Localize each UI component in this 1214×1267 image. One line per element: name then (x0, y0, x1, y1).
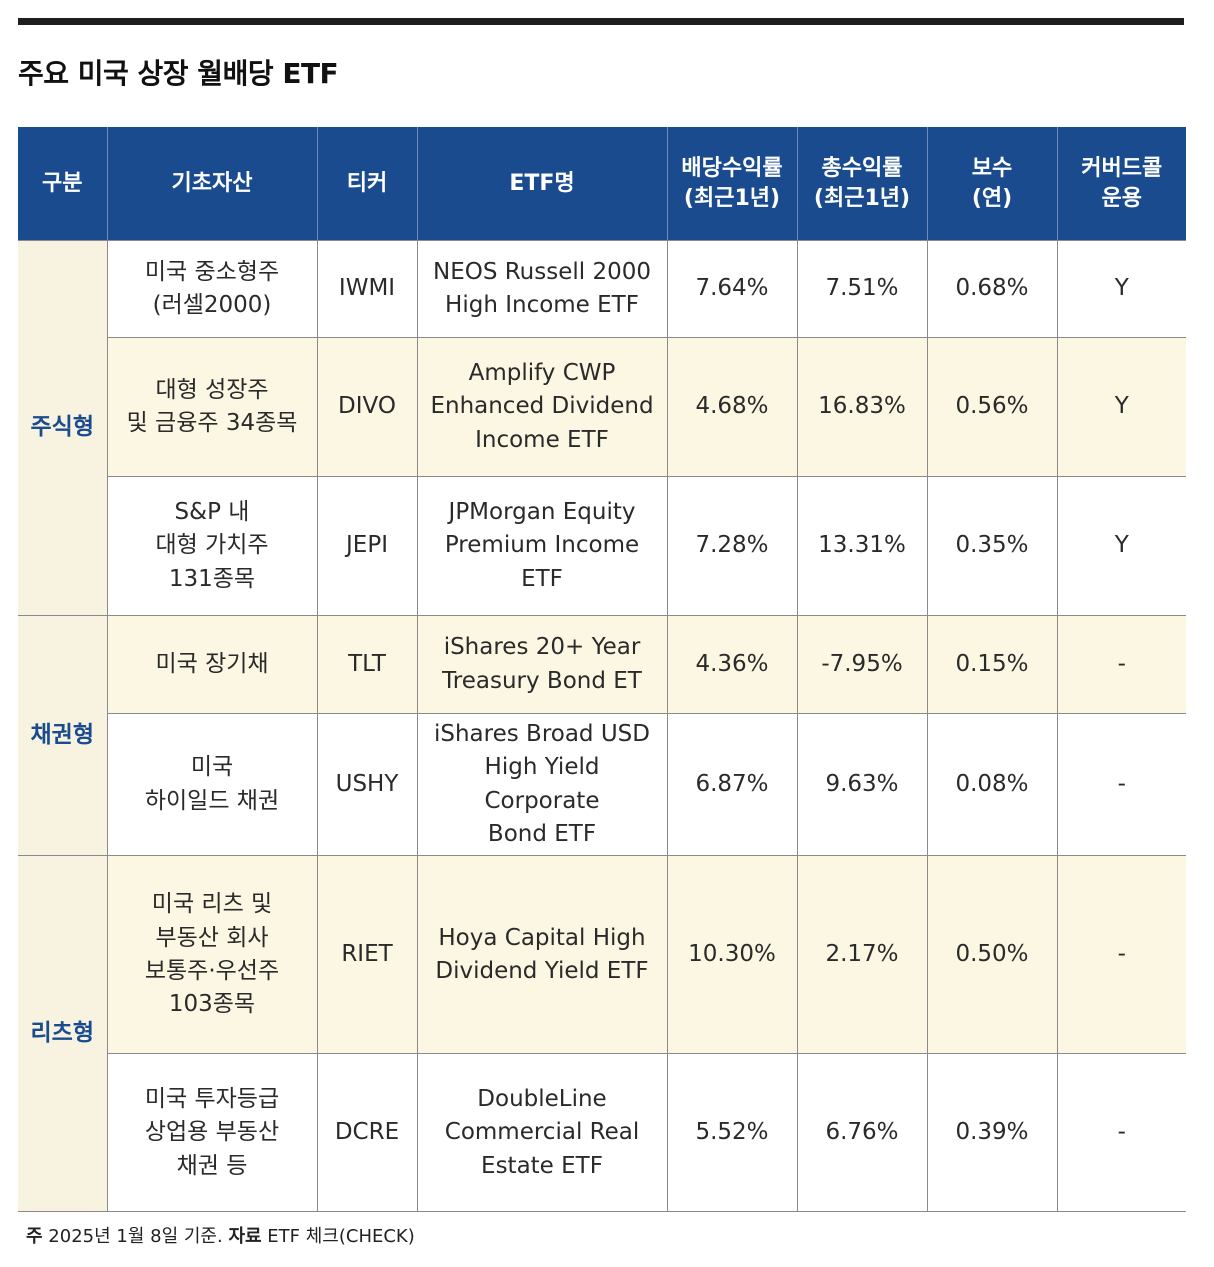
header-covered-call: 커버드콜 운용 (1056, 127, 1186, 241)
cell-ticker: IWMI (316, 240, 418, 338)
footnote-note-label: 주 (26, 1226, 43, 1247)
cell-total-return: 2.17% (796, 855, 928, 1055)
cell-asset: 대형 성장주 및 금융주 34종목 (106, 337, 318, 477)
cell-ticker: RIET (316, 855, 418, 1055)
table-row: 미국 하이일드 채권 USHY iShares Broad USD High Y… (18, 712, 1186, 857)
header-total-return: 총수익률 (최근1년) (796, 127, 927, 241)
cell-covered-call: Y (1056, 476, 1186, 616)
cell-fee: 0.15% (926, 615, 1058, 714)
cell-fee: 0.39% (926, 1053, 1058, 1213)
cell-dividend-yield: 6.87% (666, 712, 798, 857)
cell-asset: 미국 중소형주 (러셀2000) (106, 240, 318, 338)
cell-total-return: 7.51% (796, 240, 928, 338)
table-row: 채권형 미국 장기채 TLT iShares 20+ Year Treasury… (18, 614, 1186, 857)
footnote: 주 2025년 1월 8일 기준. 자료 ETF 체크(CHECK) (26, 1222, 415, 1248)
cell-fee: 0.50% (926, 855, 1058, 1055)
cell-dividend-yield: 7.28% (666, 476, 798, 616)
page-title: 주요 미국 상장 월배당 ETF (18, 57, 339, 90)
top-rule (18, 18, 1184, 25)
group-label-equity: 주식형 (18, 240, 108, 616)
cell-ticker: TLT (316, 615, 418, 714)
cell-covered-call: Y (1056, 240, 1186, 338)
cell-dividend-yield: 10.30% (666, 855, 798, 1055)
header-dividend-yield: 배당수익률 (최근1년) (666, 127, 797, 241)
header-etf-name: ETF명 (416, 127, 667, 241)
cell-etf-name: iShares 20+ Year Treasury Bond ET (416, 615, 668, 714)
cell-etf-name: JPMorgan Equity Premium Income ETF (416, 476, 668, 616)
cell-total-return: -7.95% (796, 615, 928, 714)
cell-total-return: 9.63% (796, 712, 928, 857)
cell-dividend-yield: 4.36% (666, 615, 798, 714)
table-row: 리츠형 미국 리츠 및 부동산 회사 보통주·우선주 103종목 RIET Ho… (18, 855, 1186, 1213)
table-row: 주식형 미국 중소형주 (러셀2000) IWMI NEOS Russell 2… (18, 240, 1186, 616)
etf-table: 구분 기초자산 티커 ETF명 배당수익률 (최근1년) 총수익률 (최근1년)… (18, 127, 1186, 1213)
cell-dividend-yield: 4.68% (666, 337, 798, 477)
cell-covered-call: - (1056, 1053, 1186, 1213)
cell-asset: 미국 투자등급 상업용 부동산 채권 등 (106, 1053, 318, 1213)
cell-fee: 0.08% (926, 712, 1058, 857)
cell-covered-call: - (1056, 855, 1186, 1055)
header-underlying-asset: 기초자산 (106, 127, 317, 241)
cell-etf-name: NEOS Russell 2000 High Income ETF (416, 240, 668, 338)
cell-total-return: 16.83% (796, 337, 928, 477)
cell-etf-name: Amplify CWP Enhanced Dividend Income ETF (416, 337, 668, 477)
cell-dividend-yield: 5.52% (666, 1053, 798, 1213)
cell-asset: 미국 하이일드 채권 (106, 712, 318, 857)
header-ticker: 티커 (316, 127, 417, 241)
cell-asset: 미국 장기채 (106, 615, 318, 714)
cell-fee: 0.68% (926, 240, 1058, 338)
header-category: 구분 (18, 127, 107, 241)
cell-ticker: USHY (316, 712, 418, 857)
table-row: S&P 내 대형 가치주 131종목 JEPI JPMorgan Equity … (18, 476, 1186, 616)
cell-total-return: 6.76% (796, 1053, 928, 1213)
cell-dividend-yield: 7.64% (666, 240, 798, 338)
cell-fee: 0.56% (926, 337, 1058, 477)
footnote-source-text: ETF 체크(CHECK) (267, 1226, 415, 1247)
cell-ticker: JEPI (316, 476, 418, 616)
table-row: 대형 성장주 및 금융주 34종목 DIVO Amplify CWP Enhan… (18, 337, 1186, 477)
cell-etf-name: DoubleLine Commercial Real Estate ETF (416, 1053, 668, 1213)
cell-fee: 0.35% (926, 476, 1058, 616)
cell-etf-name: iShares Broad USD High Yield Corporate B… (416, 712, 668, 857)
cell-asset: S&P 내 대형 가치주 131종목 (106, 476, 318, 616)
table-row: 미국 투자등급 상업용 부동산 채권 등 DCRE DoubleLine Com… (18, 1053, 1186, 1213)
cell-covered-call: - (1056, 712, 1186, 857)
cell-covered-call: Y (1056, 337, 1186, 477)
header-row: 구분 기초자산 티커 ETF명 배당수익률 (최근1년) 총수익률 (최근1년)… (18, 127, 1186, 241)
group-label-bond: 채권형 (18, 614, 108, 857)
group-label-reits: 리츠형 (18, 855, 108, 1213)
header-fee: 보수 (연) (926, 127, 1057, 241)
cell-covered-call: - (1056, 615, 1186, 714)
cell-ticker: DCRE (316, 1053, 418, 1213)
cell-ticker: DIVO (316, 337, 418, 477)
cell-asset: 미국 리츠 및 부동산 회사 보통주·우선주 103종목 (106, 855, 318, 1055)
cell-etf-name: Hoya Capital High Dividend Yield ETF (416, 855, 668, 1055)
footnote-note-text: 2025년 1월 8일 기준. (48, 1226, 223, 1247)
cell-total-return: 13.31% (796, 476, 928, 616)
footnote-source-label: 자료 (228, 1226, 262, 1247)
